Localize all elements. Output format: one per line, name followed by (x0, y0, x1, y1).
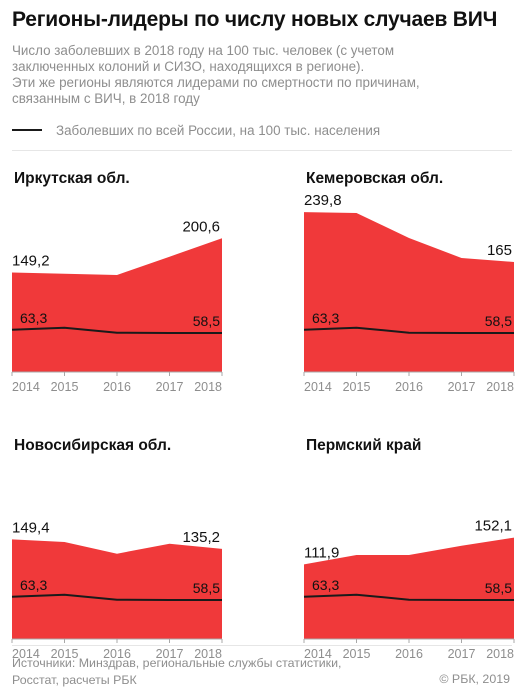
x-tick-label: 2015 (51, 380, 79, 394)
legend: Заболевших по всей России, на 100 тыс. н… (12, 121, 380, 139)
legend-line-swatch (12, 129, 42, 131)
data-label: 63,3 (312, 310, 339, 326)
data-label: 135,2 (182, 529, 220, 546)
x-tick-label: 2017 (156, 647, 184, 661)
x-tick-label: 2014 (12, 380, 40, 394)
data-label: 63,3 (20, 577, 47, 593)
national-line-series (11, 326, 222, 334)
chart-title: Иркутская обл. (14, 170, 130, 187)
area-series (12, 539, 222, 639)
data-label: 152,1 (474, 518, 512, 535)
source-line: Источники: Минздрав, региональные службы… (12, 656, 342, 670)
x-tick-label: 2018 (194, 380, 222, 394)
x-tick-label: 2017 (448, 647, 476, 661)
x-tick-label: 2017 (448, 380, 476, 394)
subtitle: Число заболевших в 2018 году на 100 тыс.… (12, 43, 482, 107)
x-tick-label: 2015 (51, 647, 79, 661)
chart-title: Кемеровская обл. (306, 170, 444, 187)
page-title: Регионы-лидеры по числу новых случаев ВИ… (12, 8, 498, 31)
subtitle-line: Эти же регионы являются лидерами по смер… (12, 75, 420, 90)
data-label: 58,5 (485, 313, 512, 329)
data-label: 165 (487, 242, 512, 259)
x-tick-label: 2015 (343, 380, 371, 394)
chart-svg: 2014 2015 2016 2017 2018 149,4 135,2 63,3 58,5 (11, 519, 223, 661)
data-label: 63,3 (20, 310, 47, 326)
data-label: 149,4 (12, 519, 50, 536)
data-label: 58,5 (485, 580, 512, 596)
x-tick-label: 2014 (12, 647, 40, 661)
national-line-series (11, 593, 222, 601)
x-tick-label: 2016 (103, 647, 131, 661)
area-series (304, 212, 514, 372)
source-line: Росстат, расчеты РБК (12, 673, 137, 687)
x-tick-label: 2016 (395, 380, 423, 394)
x-tick-label: 2014 (304, 380, 332, 394)
chart-svg: 2014 2015 2016 2017 2018 111,9 152,1 63,3 58,5 (303, 518, 515, 661)
chart-panel-novosibirsk: Новосибирская обл. 2014 2015 2016 2017 2018 1… (11, 437, 223, 667)
divider (12, 150, 512, 151)
x-tick-label: 2017 (156, 380, 184, 394)
x-tick-label: 2015 (343, 647, 371, 661)
chart-panel-perm: Пермский край 2014 2015 2016 2017 2018 111,9 1… (303, 437, 515, 667)
chart-svg: 2014 2015 2016 2017 2018 239,8 165 63,3 58,5 (303, 192, 515, 394)
data-label: 149,2 (12, 253, 50, 270)
chart-panel-irkutsk: Иркутская обл. 2014 2015 2016 2017 2018 149,2… (11, 170, 223, 400)
data-label: 239,8 (304, 192, 342, 209)
x-tick-label: 2018 (486, 380, 514, 394)
data-label: 58,5 (193, 313, 220, 329)
chart-title: Новосибирская обл. (14, 437, 172, 454)
legend-label: Заболевших по всей России, на 100 тыс. н… (56, 122, 381, 138)
copyright: © РБК, 2019 (439, 672, 510, 686)
national-line-series (303, 326, 514, 334)
area-series (304, 537, 514, 639)
area-series (12, 238, 222, 372)
x-tick-label: 2016 (395, 647, 423, 661)
data-label: 111,9 (304, 544, 339, 561)
x-tick-label: 2014 (304, 647, 332, 661)
subtitle-line: Число заболевших в 2018 году на 100 тыс.… (12, 43, 395, 58)
x-tick-label: 2016 (103, 380, 131, 394)
national-line-series (303, 593, 514, 601)
chart-svg: 2014 2015 2016 2017 2018 149,2 200,6 63,3 58,5 (11, 218, 223, 394)
x-tick-label: 2018 (194, 647, 222, 661)
subtitle-line: заключенных колоний и СИЗО, находящихся … (12, 59, 365, 74)
source-note: Источники: Минздрав, региональные службы… (12, 655, 341, 689)
data-label: 63,3 (312, 577, 339, 593)
data-label: 200,6 (182, 218, 220, 235)
chart-title: Пермский край (306, 437, 422, 454)
subtitle-line: связанным с ВИЧ, в 2018 году (12, 91, 200, 106)
chart-panel-kemerovo: Кемеровская обл. 2014 2015 2016 2017 2018 239… (303, 170, 515, 400)
data-label: 58,5 (193, 580, 220, 596)
x-tick-label: 2018 (486, 647, 514, 661)
divider (12, 645, 512, 646)
